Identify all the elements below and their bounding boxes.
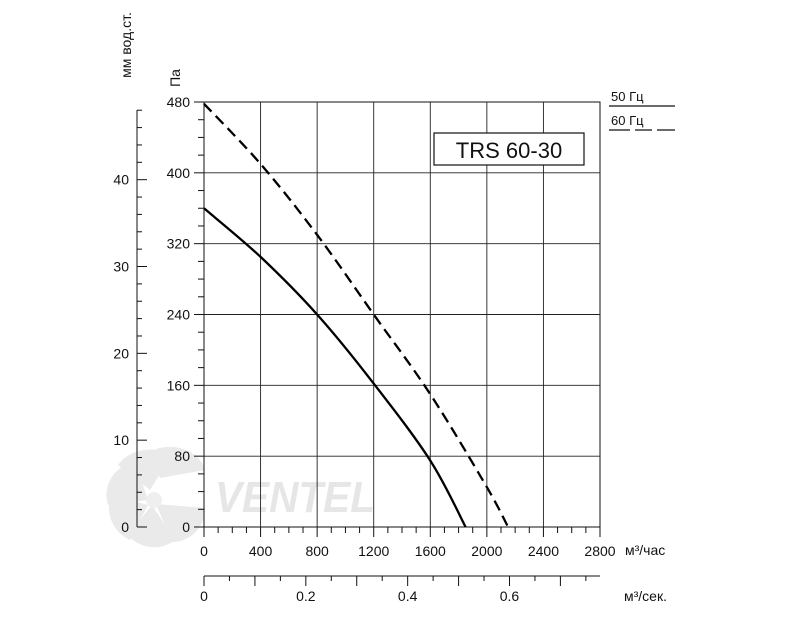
x-m3h-tick-label: 2800 — [584, 543, 615, 559]
y-pa-tick-label: 480 — [167, 94, 191, 110]
y-pa-tick-label: 320 — [167, 236, 191, 252]
minor-ticks — [194, 101, 601, 537]
y-mm-tick-label: 40 — [113, 172, 129, 188]
y-axis-mm-label: мм вод.ст. — [118, 12, 134, 78]
x-axis-m3s-label: м³/сек. — [624, 588, 667, 604]
series-50hz-curve — [203, 207, 467, 528]
watermark-fan-logo — [106, 446, 205, 548]
y-pa-tick-label: 240 — [167, 307, 191, 323]
y-axis-pa-label: Па — [167, 69, 183, 87]
watermark: VENTEL — [106, 446, 375, 548]
x-m3h-tick-label: 1200 — [358, 543, 389, 559]
x-m3h-tick-label: 0 — [200, 543, 208, 559]
watermark-text: VENTEL — [215, 473, 375, 522]
x-axis-m3s: 0 0.2 0.4 0.6 — [200, 576, 587, 604]
y-pa-tick-label: 400 — [167, 165, 191, 181]
x-m3h-tick-label: 2000 — [471, 543, 502, 559]
legend: 50 Гц 60 Гц — [609, 89, 675, 131]
y-mm-tick-label: 30 — [113, 259, 129, 275]
legend-50hz-label: 50 Гц — [611, 89, 644, 104]
x-m3h-tick-label: 800 — [305, 543, 329, 559]
x-axis-m3h: 0 400 800 1200 1600 2000 2400 2800 — [200, 543, 616, 559]
x-axis-m3h-label: м³/час — [625, 542, 665, 558]
series-curves — [203, 103, 510, 528]
chart-title-frame — [433, 132, 585, 166]
series-60hz-curve — [203, 103, 510, 528]
x-m3s-tick-label: 0 — [200, 588, 208, 604]
x-m3h-tick-label: 1600 — [415, 543, 446, 559]
y-axis-pa: 0 80 160 240 320 400 480 — [167, 94, 191, 535]
y-mm-tick-label: 0 — [121, 519, 129, 535]
y-pa-tick-label: 0 — [182, 519, 190, 535]
y-axis-mm: 0 10 20 30 40 — [113, 109, 147, 535]
x-m3h-tick-label: 400 — [249, 543, 273, 559]
x-m3h-tick-label: 2400 — [528, 543, 559, 559]
chart-title-box: TRS 60-30 — [433, 132, 585, 166]
y-pa-tick-label: 160 — [167, 377, 191, 393]
y-pa-tick-label: 80 — [174, 448, 190, 464]
chart-title: TRS 60-30 — [456, 138, 562, 163]
x-m3s-tick-label: 0.6 — [500, 588, 520, 604]
legend-60hz-label: 60 Гц — [611, 113, 644, 128]
x-m3s-tick-label: 0.4 — [398, 588, 418, 604]
x-m3s-tick-label: 0.2 — [296, 588, 316, 604]
y-mm-tick-label: 10 — [113, 432, 129, 448]
y-mm-tick-label: 20 — [113, 345, 129, 361]
